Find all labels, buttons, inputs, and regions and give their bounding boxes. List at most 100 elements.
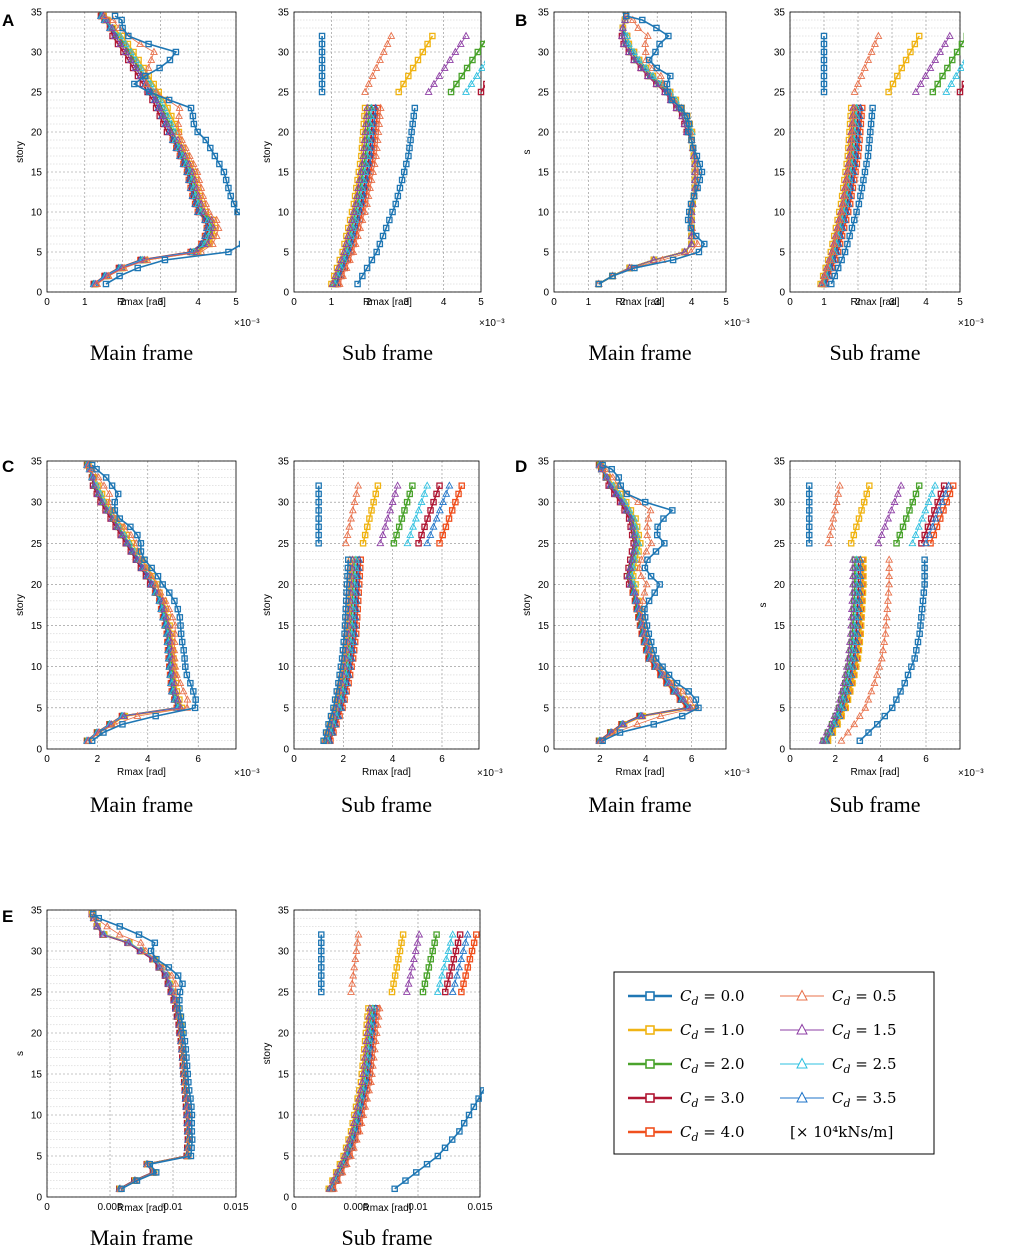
square-marker (327, 712, 335, 720)
square-marker (424, 515, 431, 522)
triangle-marker (440, 963, 449, 971)
square-marker (447, 88, 455, 96)
triangle-marker (331, 271, 340, 279)
series-cd-0.0 (102, 12, 240, 288)
triangle-marker (516, 49, 522, 55)
square-marker (406, 144, 413, 152)
square-marker (948, 56, 956, 64)
triangle-marker (120, 263, 129, 271)
triangle-marker (368, 143, 377, 151)
triangle-marker (131, 63, 140, 71)
y-tick-label: 10 (538, 662, 550, 673)
square-marker (141, 72, 149, 80)
x-tick-label: 2 (833, 754, 839, 765)
square-marker (677, 104, 685, 112)
square-marker (961, 80, 964, 88)
triangle-marker (526, 33, 532, 39)
square-marker (373, 248, 380, 256)
legend-entry-cd-1.5: Cd = 1.5 (780, 1021, 897, 1042)
x-tick-label: 0 (551, 297, 557, 308)
series-line (915, 35, 951, 93)
triangle-marker (103, 922, 112, 930)
triangle-marker (403, 538, 412, 547)
triangle-marker (359, 1069, 368, 1077)
triangle-marker (849, 563, 857, 571)
y-tick-label: 25 (278, 988, 290, 999)
square-marker (177, 1013, 185, 1020)
triangle-marker (93, 489, 102, 497)
series-cd-2.0 (929, 32, 964, 96)
series-cd-3.0 (415, 482, 443, 547)
triangle-marker (619, 719, 628, 728)
square-marker (145, 40, 152, 48)
triangle-marker (365, 1004, 374, 1012)
square-marker (460, 980, 467, 988)
square-marker (114, 490, 122, 498)
series-cd-0.0 (856, 556, 928, 745)
triangle-marker (991, 49, 997, 55)
triangle-marker (155, 963, 164, 971)
legend-label: Cd = 1.5 (832, 1021, 897, 1042)
triangle-marker (967, 89, 973, 95)
square-marker (388, 988, 396, 996)
legend-label: Cd = 3.5 (832, 1089, 897, 1110)
square-marker (315, 498, 322, 506)
triangle-marker (364, 143, 373, 151)
series-line (854, 35, 879, 93)
triangle-marker (168, 613, 177, 621)
square-marker (982, 49, 987, 54)
triangle-marker (363, 1028, 372, 1036)
legend-label: Cd = 2.5 (832, 1055, 897, 1076)
triangle-marker (916, 79, 925, 87)
triangle-marker (370, 1045, 379, 1053)
triangle-marker (347, 215, 356, 223)
series-line (492, 36, 529, 92)
square-marker (913, 647, 920, 654)
series-cd-2.0 (447, 39, 485, 96)
triangle-marker (338, 1168, 347, 1176)
square-marker (538, 33, 543, 38)
triangle-marker (426, 530, 435, 538)
series-cd-2.5 (594, 11, 700, 287)
triangle-marker (325, 1184, 334, 1192)
triangle-marker (185, 151, 194, 159)
square-marker (456, 931, 464, 938)
square-marker (146, 1160, 154, 1168)
y-tick-label: 30 (31, 947, 43, 958)
series-line (426, 485, 450, 544)
triangle-marker (643, 530, 652, 538)
square-marker (694, 184, 701, 192)
triangle-marker (841, 670, 850, 678)
triangle-marker (181, 143, 190, 151)
y-axis-label: story (262, 1043, 273, 1065)
triangle-marker (171, 629, 180, 637)
square-marker (433, 931, 440, 938)
square-marker (159, 581, 166, 588)
series-cd-0.0 (806, 482, 813, 547)
square-marker (868, 112, 876, 120)
square-marker (318, 64, 326, 72)
x-tick-label: 6 (923, 754, 929, 765)
triangle-marker (143, 255, 152, 263)
square-marker (400, 80, 407, 88)
square-marker (333, 688, 341, 695)
series-cd-2.5 (403, 481, 432, 547)
y-tick-label: 10 (538, 208, 550, 219)
triangle-marker (365, 1012, 374, 1020)
square-marker (315, 531, 322, 539)
triangle-marker (627, 555, 636, 563)
triangle-marker (404, 979, 413, 987)
triangle-marker (947, 79, 956, 87)
square-marker (641, 564, 649, 572)
square-marker (988, 73, 993, 78)
square-marker (119, 24, 126, 32)
square-marker (908, 663, 915, 670)
square-marker (978, 89, 983, 94)
y-tick-label: 15 (31, 621, 43, 632)
triangle-marker (500, 33, 506, 39)
square-marker (696, 176, 704, 184)
square-marker (185, 1078, 192, 1086)
axes-frame (553, 460, 727, 750)
triangle-marker (162, 971, 171, 979)
square-marker (462, 972, 469, 979)
